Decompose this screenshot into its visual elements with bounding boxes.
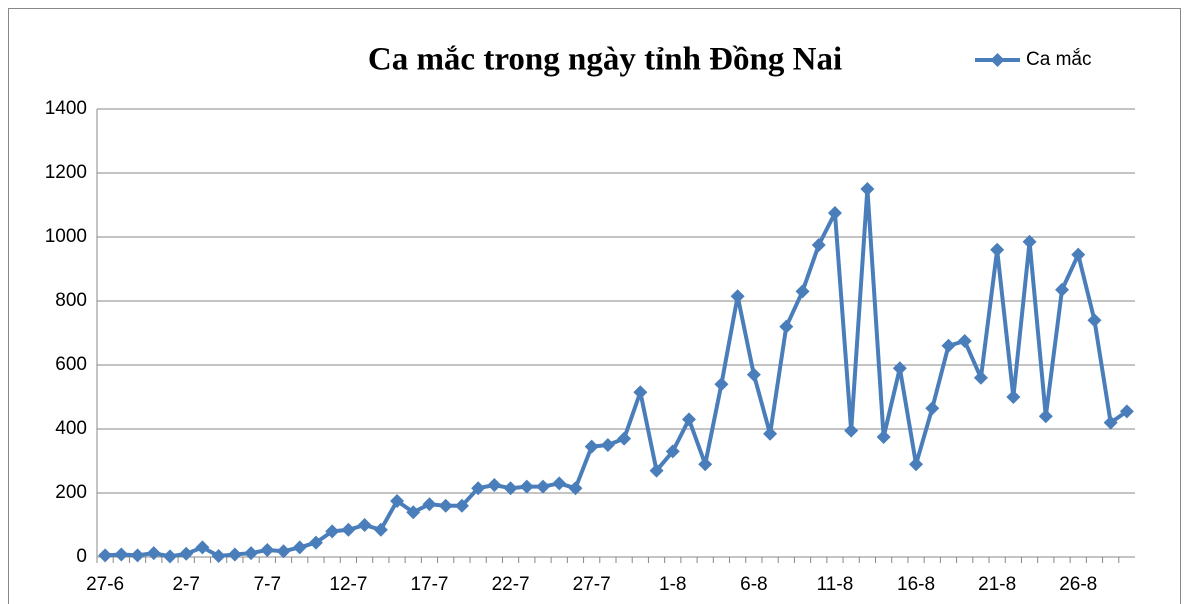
point-marker bbox=[763, 426, 778, 441]
x-tick-label: 6-8 bbox=[740, 574, 767, 595]
point-marker bbox=[844, 423, 859, 438]
x-tick-label: 16-8 bbox=[897, 574, 935, 595]
point-marker bbox=[730, 289, 745, 304]
y-tick-label: 600 bbox=[55, 354, 87, 375]
point-marker bbox=[454, 498, 469, 513]
point-marker bbox=[1006, 390, 1021, 404]
point-marker bbox=[1055, 282, 1070, 297]
point-marker bbox=[957, 334, 972, 348]
x-tick-label: 7-7 bbox=[254, 574, 281, 595]
point-marker bbox=[373, 522, 388, 537]
point-marker bbox=[1119, 404, 1134, 419]
point-marker bbox=[1103, 415, 1118, 430]
point-marker bbox=[503, 481, 518, 496]
chart-border bbox=[8, 8, 1181, 604]
point-marker bbox=[941, 338, 956, 353]
x-tick-label: 26-8 bbox=[1059, 574, 1097, 595]
point-marker bbox=[1087, 313, 1102, 328]
point-marker bbox=[649, 463, 664, 478]
y-tick-label: 1200 bbox=[45, 162, 87, 183]
y-tick-label: 1400 bbox=[45, 98, 87, 119]
x-tick-label: 21-8 bbox=[978, 574, 1016, 595]
point-marker bbox=[746, 367, 761, 382]
point-marker bbox=[860, 182, 875, 196]
point-marker bbox=[876, 430, 891, 444]
point-marker bbox=[422, 497, 437, 512]
point-marker bbox=[195, 540, 210, 555]
series-line bbox=[104, 187, 1129, 559]
y-tick-label: 800 bbox=[55, 290, 87, 311]
point-marker bbox=[260, 542, 275, 557]
point-marker bbox=[779, 319, 794, 334]
point-marker bbox=[227, 547, 242, 562]
point-marker bbox=[1071, 247, 1086, 262]
point-marker bbox=[308, 535, 323, 550]
point-marker bbox=[1038, 409, 1053, 424]
point-marker bbox=[487, 478, 502, 492]
point-marker bbox=[357, 518, 372, 532]
point-marker bbox=[633, 385, 648, 400]
y-tick-label: 0 bbox=[76, 546, 87, 567]
point-marker bbox=[519, 479, 534, 494]
point-marker bbox=[990, 242, 1005, 257]
point-marker bbox=[909, 457, 924, 472]
point-marker bbox=[244, 546, 259, 561]
legend-label: Ca mắc bbox=[1026, 48, 1091, 70]
point-marker bbox=[98, 548, 113, 563]
point-marker bbox=[341, 522, 356, 537]
point-marker bbox=[925, 401, 940, 416]
point-marker bbox=[292, 540, 307, 555]
point-marker bbox=[665, 444, 680, 459]
point-marker bbox=[325, 524, 340, 539]
point-marker bbox=[973, 370, 988, 385]
point-marker bbox=[795, 284, 810, 299]
point-marker bbox=[600, 438, 615, 452]
chart-title: Ca mắc trong ngày tỉnh Đồng Nai bbox=[368, 42, 842, 78]
y-tick-label: 200 bbox=[55, 482, 87, 503]
point-marker bbox=[568, 481, 583, 496]
point-marker bbox=[698, 457, 713, 472]
point-marker bbox=[438, 498, 453, 513]
x-tick-label: 12-7 bbox=[329, 574, 367, 595]
point-marker bbox=[390, 494, 405, 508]
point-marker bbox=[146, 546, 161, 561]
point-marker bbox=[681, 412, 696, 427]
point-marker bbox=[617, 431, 632, 446]
point-marker bbox=[471, 481, 486, 496]
y-tick-label: 400 bbox=[55, 418, 87, 439]
point-marker bbox=[114, 547, 129, 562]
point-marker bbox=[1022, 234, 1037, 249]
point-marker bbox=[536, 479, 551, 494]
point-marker bbox=[584, 439, 599, 454]
x-tick-label: 2-7 bbox=[172, 574, 199, 595]
point-marker bbox=[179, 546, 194, 561]
x-tick-label: 17-7 bbox=[410, 574, 448, 595]
point-marker bbox=[130, 548, 145, 563]
point-marker bbox=[827, 206, 842, 220]
point-marker bbox=[276, 544, 291, 559]
x-tick-label: 27-7 bbox=[573, 574, 611, 595]
point-marker bbox=[211, 549, 226, 564]
x-tick-label: 11-8 bbox=[817, 574, 854, 595]
point-marker bbox=[162, 549, 177, 564]
point-marker bbox=[406, 505, 421, 520]
legend-marker bbox=[990, 53, 1005, 67]
point-marker bbox=[892, 361, 907, 376]
point-marker bbox=[811, 238, 826, 252]
x-tick-label: 1-8 bbox=[659, 574, 686, 595]
x-tick-label: 22-7 bbox=[492, 574, 530, 595]
x-tick-label: 27-6 bbox=[86, 574, 124, 595]
point-marker bbox=[552, 476, 567, 491]
point-marker bbox=[714, 377, 729, 392]
y-tick-label: 1000 bbox=[45, 226, 87, 247]
